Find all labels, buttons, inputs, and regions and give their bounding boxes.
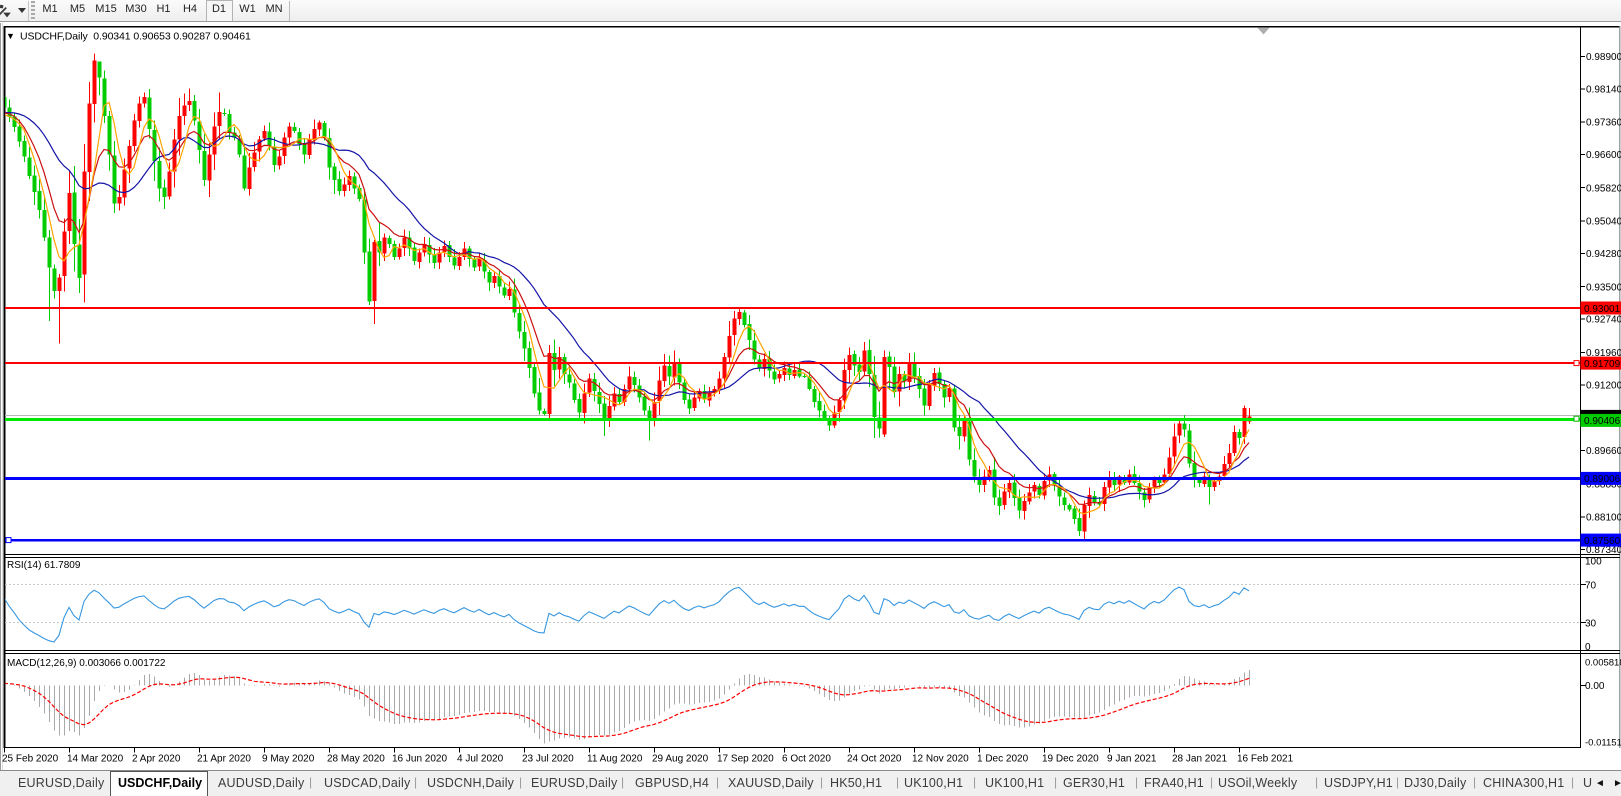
svg-text:0.87340: 0.87340 [1586, 545, 1621, 556]
svg-text:0.90406: 0.90406 [1584, 416, 1621, 427]
svg-text:9 Jan 2021: 9 Jan 2021 [1107, 754, 1157, 765]
svg-text:0.92740: 0.92740 [1586, 315, 1621, 326]
svg-text:1 Dec 2020: 1 Dec 2020 [977, 754, 1029, 765]
svg-text:MACD(12,26,9) 0.003066 0.00172: MACD(12,26,9) 0.003066 0.001722 [7, 658, 166, 669]
svg-text:0.91960: 0.91960 [1586, 348, 1621, 359]
svg-text:0.95040: 0.95040 [1586, 217, 1621, 228]
svg-text:24 Oct 2020: 24 Oct 2020 [847, 754, 902, 765]
svg-text:0.94280: 0.94280 [1586, 249, 1621, 260]
svg-text:16 Feb 2021: 16 Feb 2021 [1237, 754, 1294, 765]
svg-text:16 Jun 2020: 16 Jun 2020 [392, 754, 447, 765]
svg-text:0.88100: 0.88100 [1586, 513, 1621, 524]
svg-text:0.98140: 0.98140 [1586, 84, 1621, 95]
svg-text:0.89006: 0.89006 [1584, 474, 1621, 485]
svg-text:29 Aug 2020: 29 Aug 2020 [652, 754, 709, 765]
svg-text:-0.011514: -0.011514 [1585, 737, 1621, 748]
svg-text:30: 30 [1585, 618, 1597, 629]
svg-text:23 Jul 2020: 23 Jul 2020 [522, 754, 574, 765]
svg-text:0.93001: 0.93001 [1584, 304, 1621, 315]
svg-text:28 May 2020: 28 May 2020 [327, 754, 385, 765]
svg-text:11 Aug 2020: 11 Aug 2020 [587, 754, 643, 765]
svg-text:25 Feb 2020: 25 Feb 2020 [2, 754, 59, 765]
svg-text:0.00: 0.00 [1585, 681, 1605, 692]
svg-text:0.91200: 0.91200 [1586, 380, 1621, 391]
svg-text:9 May 2020: 9 May 2020 [262, 754, 315, 765]
svg-text:0.005818: 0.005818 [1585, 657, 1621, 668]
svg-text:6 Oct 2020: 6 Oct 2020 [782, 754, 831, 765]
svg-text:17 Sep 2020: 17 Sep 2020 [717, 754, 774, 765]
svg-text:2 Apr 2020: 2 Apr 2020 [132, 754, 181, 765]
svg-text:70: 70 [1585, 580, 1597, 591]
svg-text:USDCHF,Daily 0.90341 0.90653: USDCHF,Daily 0.90341 0.90653 0.90287 0.9… [20, 31, 251, 43]
svg-text:0.91709: 0.91709 [1584, 359, 1621, 370]
svg-text:0.96600: 0.96600 [1586, 150, 1621, 161]
svg-text:RSI(14) 61.7809: RSI(14) 61.7809 [7, 560, 81, 571]
svg-text:12 Nov 2020: 12 Nov 2020 [912, 754, 969, 765]
svg-text:100: 100 [1585, 557, 1602, 568]
svg-text:28 Jan 2021: 28 Jan 2021 [1172, 754, 1227, 765]
svg-text:0.93500: 0.93500 [1586, 282, 1621, 293]
svg-text:14 Mar 2020: 14 Mar 2020 [67, 754, 124, 765]
svg-text:0.89660: 0.89660 [1586, 446, 1621, 457]
svg-text:4 Jul 2020: 4 Jul 2020 [457, 754, 504, 765]
svg-text:0: 0 [1585, 642, 1591, 653]
svg-text:19 Dec 2020: 19 Dec 2020 [1042, 754, 1099, 765]
svg-text:21 Apr 2020: 21 Apr 2020 [197, 754, 251, 765]
svg-text:▼: ▼ [6, 31, 15, 41]
svg-text:0.95820: 0.95820 [1586, 183, 1621, 194]
svg-text:0.98900: 0.98900 [1586, 52, 1621, 63]
svg-text:0.87560: 0.87560 [1584, 536, 1621, 547]
svg-text:0.97360: 0.97360 [1586, 118, 1621, 129]
